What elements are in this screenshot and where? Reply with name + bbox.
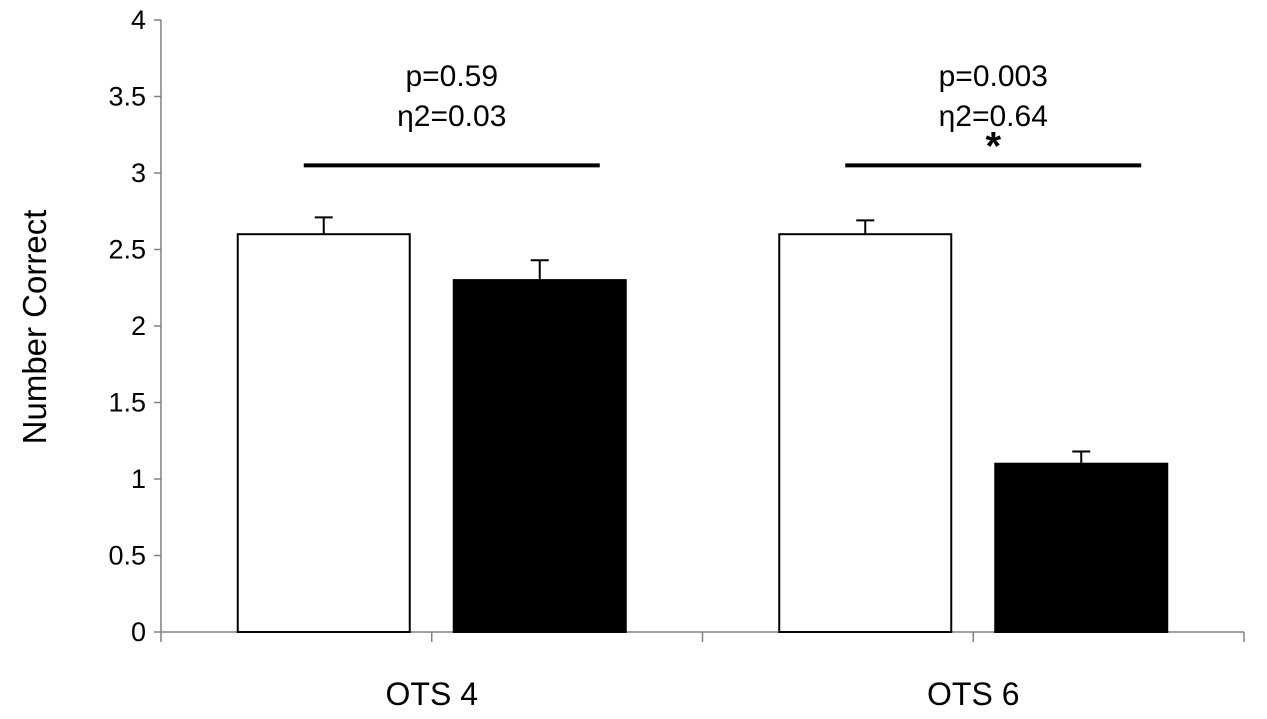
y-tick-label: 4 <box>131 5 146 35</box>
x-category-label: OTS 6 <box>927 676 1019 712</box>
bar <box>994 462 1169 634</box>
y-tick-label: 0 <box>131 617 146 647</box>
y-tick-label: 2.5 <box>108 235 146 265</box>
y-tick-label: 3.5 <box>108 82 146 112</box>
x-category-label: OTS 4 <box>386 676 478 712</box>
bar <box>778 233 953 633</box>
significance-star: * <box>985 124 1001 168</box>
y-tick-label: 3 <box>131 158 146 188</box>
y-tick-label: 1.5 <box>108 388 146 418</box>
y-axis-label: Number Correct <box>16 210 53 445</box>
annotation-text: p=0.59 <box>405 60 498 93</box>
bar <box>452 279 627 633</box>
y-tick-label: 0.5 <box>108 541 146 571</box>
bar <box>236 233 411 633</box>
y-tick-label: 2 <box>131 311 146 341</box>
y-tick-label: 1 <box>131 464 146 494</box>
bars <box>236 216 1169 634</box>
y-axis: 0 0.5 1 1.5 2 2.5 3 3.5 4 <box>108 5 162 647</box>
annotation-text: p=0.003 <box>939 60 1048 93</box>
annotations: p=0.59 η2=0.03 p=0.003 η2=0.64* <box>303 60 1142 168</box>
annotation-text: η2=0.03 <box>397 100 506 133</box>
x-axis: OTS 4 OTS 6 <box>160 631 1245 712</box>
annotation-text: η2=0.64 <box>939 100 1048 133</box>
